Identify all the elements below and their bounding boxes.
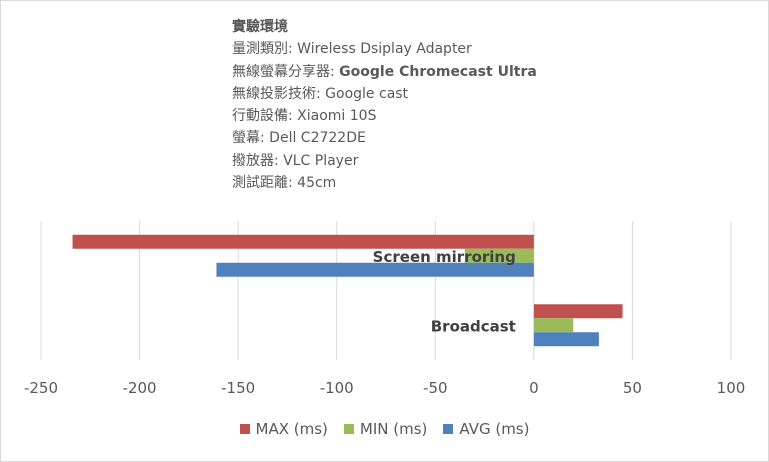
info-line-value: Google Chromecast Ultra: [339, 63, 537, 80]
category-label: Screen mirroring: [373, 248, 516, 266]
x-tick-label: -150: [221, 379, 255, 397]
legend-label: MIN (ms): [359, 420, 428, 438]
legend-swatch: [443, 424, 454, 434]
legend-label: AVG (ms): [459, 420, 530, 438]
legend-swatch: [239, 424, 250, 434]
info-line-value: Dell C2722DE: [269, 130, 366, 147]
info-line: 撥放器: VLC Player: [232, 150, 537, 172]
info-line-value: Wireless Dsiplay Adapter: [297, 41, 472, 58]
bar: [533, 318, 574, 333]
x-tick-label: -200: [123, 379, 157, 397]
info-line-label: 測試距離:: [232, 175, 298, 192]
bar: [72, 234, 534, 249]
legend: MAX (ms) MIN (ms) AVG (ms): [0, 420, 769, 438]
info-lines: 量測類別: Wireless Dsiplay Adapter 無線螢幕分享器: G…: [232, 38, 537, 194]
category-label: Broadcast: [431, 317, 516, 335]
bar: [533, 332, 599, 347]
legend-item: MIN (ms): [343, 420, 428, 438]
bar: [216, 262, 534, 277]
info-line: 行動設備: Xiaomi 10S: [232, 105, 537, 127]
info-line: 量測類別: Wireless Dsiplay Adapter: [232, 38, 537, 60]
info-line-value: Google cast: [325, 85, 409, 102]
x-tick-label: 0: [529, 379, 539, 397]
legend-swatch: [343, 424, 354, 434]
info-line-label: 螢幕:: [232, 130, 270, 147]
x-tick-label: 100: [717, 379, 746, 397]
info-line-value: VLC Player: [283, 152, 359, 169]
info-line-label: 撥放器:: [232, 152, 284, 169]
info-line: 無線螢幕分享器: Google Chromecast Ultra: [232, 61, 537, 83]
x-tick-label: -100: [320, 379, 354, 397]
legend-label: MAX (ms): [255, 420, 328, 438]
info-line-value: Xiaomi 10S: [297, 108, 377, 125]
bar: [533, 304, 623, 319]
experiment-info: 實驗環境 量測類別: Wireless Dsiplay Adapter 無線螢幕分…: [232, 16, 537, 194]
info-line-label: 行動設備:: [232, 108, 298, 125]
legend-item: AVG (ms): [443, 420, 529, 438]
info-title: 實驗環境: [232, 19, 288, 35]
x-tick-label: -50: [423, 379, 448, 397]
info-line-label: 量測類別:: [232, 41, 298, 58]
info-line: 螢幕: Dell C2722DE: [232, 127, 537, 149]
x-tick-label: 50: [623, 379, 642, 397]
info-line-label: 無線螢幕分享器:: [232, 63, 340, 80]
info-line: 測試距離: 45cm: [232, 172, 537, 194]
info-line-value: 45cm: [297, 175, 337, 192]
x-tick-label: -250: [24, 379, 58, 397]
legend-item: MAX (ms): [239, 420, 328, 438]
bar: [464, 248, 534, 263]
info-line: 無線投影技術: Google cast: [232, 83, 537, 105]
info-line-label: 無線投影技術:: [232, 85, 326, 102]
